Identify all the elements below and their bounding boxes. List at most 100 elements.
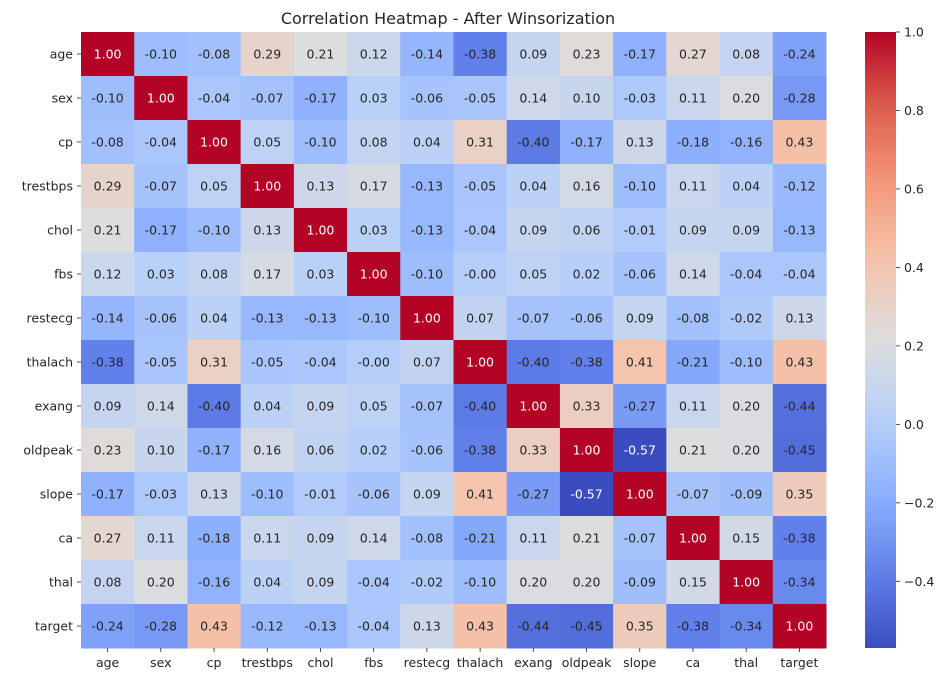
heatmap-cell-target-sex bbox=[134, 604, 188, 649]
y-tick-label: cp bbox=[58, 135, 73, 150]
heatmap-cell-target-oldpeak bbox=[559, 604, 614, 649]
y-tick-label: slope bbox=[40, 487, 74, 502]
cell-value-label: -0.13 bbox=[411, 223, 443, 238]
cell-value-label: -0.27 bbox=[517, 487, 549, 502]
heatmap-cell-trestbps-exang bbox=[506, 164, 561, 209]
heatmap-cell-thalach-slope bbox=[613, 340, 667, 385]
heatmap-cell-chol-slope bbox=[613, 208, 667, 253]
heatmap-cell-sex-target bbox=[772, 76, 827, 121]
cell-value-label: -0.10 bbox=[624, 179, 656, 194]
cell-value-label: 0.20 bbox=[573, 575, 601, 590]
heatmap-cell-exang-restecg bbox=[400, 384, 454, 429]
x-tick-label: chol bbox=[308, 655, 334, 670]
colorbar-tick-label: 0.8 bbox=[904, 103, 924, 118]
heatmap-cell-restecg-fbs bbox=[347, 296, 401, 341]
cell-value-label: -0.45 bbox=[783, 443, 815, 458]
heatmap-cell-slope-thal bbox=[719, 472, 774, 517]
heatmap-cell-chol-exang bbox=[506, 208, 561, 253]
cell-value-label: -0.17 bbox=[304, 91, 336, 106]
cell-value-label: -0.13 bbox=[411, 179, 443, 194]
cell-value-label: -0.17 bbox=[624, 47, 656, 62]
cell-value-label: -0.17 bbox=[91, 487, 123, 502]
cell-value-label: -0.09 bbox=[624, 575, 656, 590]
heatmap-cell-chol-fbs bbox=[347, 208, 401, 253]
cell-value-label: -0.04 bbox=[198, 91, 230, 106]
cell-value-label: 0.10 bbox=[147, 443, 175, 458]
cell-value-label: 0.06 bbox=[573, 223, 601, 238]
cell-value-label: 0.11 bbox=[679, 399, 707, 414]
heatmap-cell-thal-chol bbox=[293, 560, 348, 605]
cell-value-label: 0.43 bbox=[466, 619, 494, 634]
cell-value-label: 0.17 bbox=[360, 179, 388, 194]
colorbar-tick-label: 0.4 bbox=[904, 260, 924, 275]
heatmap-cell-trestbps-trestbps bbox=[240, 164, 295, 209]
heatmap-cell-trestbps-thalach bbox=[453, 164, 508, 209]
cell-value-label: 0.05 bbox=[200, 179, 228, 194]
heatmap-cell-sex-age bbox=[81, 76, 135, 121]
heatmap-cell-restecg-cp bbox=[187, 296, 242, 341]
colorbar-gradient bbox=[865, 32, 896, 648]
cell-value-label: -0.10 bbox=[358, 311, 390, 326]
cell-value-label: 0.14 bbox=[360, 531, 388, 546]
cell-value-label: -0.07 bbox=[677, 487, 709, 502]
heatmap-cell-restecg-age bbox=[81, 296, 135, 341]
heatmap-cell-cp-fbs bbox=[347, 120, 401, 165]
cell-value-label: 0.09 bbox=[413, 487, 441, 502]
cell-value-label: 0.16 bbox=[253, 443, 281, 458]
heatmap-cell-oldpeak-chol bbox=[293, 428, 348, 473]
heatmap-cell-trestbps-cp bbox=[187, 164, 242, 209]
cell-value-label: 0.11 bbox=[147, 531, 175, 546]
cell-value-label: 0.13 bbox=[200, 487, 228, 502]
heatmap-cell-target-ca bbox=[666, 604, 721, 649]
heatmap-cell-thalach-thal bbox=[719, 340, 774, 385]
heatmap-cell-oldpeak-ca bbox=[666, 428, 721, 473]
heatmap-cell-chol-chol bbox=[293, 208, 348, 253]
heatmap-cell-fbs-ca bbox=[666, 252, 721, 297]
heatmap-cell-fbs-exang bbox=[506, 252, 561, 297]
heatmap-cell-age-slope bbox=[613, 32, 667, 77]
heatmap-cell-exang-ca bbox=[666, 384, 721, 429]
cell-value-label: -0.45 bbox=[570, 619, 602, 634]
cell-value-label: 0.09 bbox=[307, 531, 335, 546]
cell-value-label: -0.10 bbox=[730, 355, 762, 370]
cell-value-label: 0.16 bbox=[573, 179, 601, 194]
heatmap-cell-target-fbs bbox=[347, 604, 401, 649]
heatmap-cell-ca-age bbox=[81, 516, 135, 561]
heatmap-cell-sex-trestbps bbox=[240, 76, 295, 121]
heatmap-cell-trestbps-restecg bbox=[400, 164, 454, 209]
heatmap-cell-exang-slope bbox=[613, 384, 667, 429]
heatmap-cell-restecg-chol bbox=[293, 296, 348, 341]
heatmap-cell-exang-thalach bbox=[453, 384, 508, 429]
heatmap-cell-thalach-cp bbox=[187, 340, 242, 385]
heatmap-cell-oldpeak-slope bbox=[613, 428, 667, 473]
cell-value-label: 0.14 bbox=[147, 399, 175, 414]
cell-value-label: 0.27 bbox=[679, 47, 707, 62]
heatmap-cell-cp-sex bbox=[134, 120, 188, 165]
cell-value-label: 0.04 bbox=[519, 179, 547, 194]
cell-value-label: -0.00 bbox=[358, 355, 390, 370]
heatmap-cell-thal-slope bbox=[613, 560, 667, 605]
cell-value-label: -0.01 bbox=[624, 223, 656, 238]
heatmap-cell-chol-oldpeak bbox=[559, 208, 614, 253]
cell-value-label: -0.57 bbox=[624, 443, 656, 458]
heatmap-cell-target-trestbps bbox=[240, 604, 295, 649]
heatmap-cell-slope-ca bbox=[666, 472, 721, 517]
heatmap-cell-oldpeak-age bbox=[81, 428, 135, 473]
heatmap-cell-chol-target bbox=[772, 208, 827, 253]
x-tick-label: age bbox=[96, 655, 120, 670]
cell-value-label: 1.00 bbox=[253, 179, 281, 194]
cell-value-label: -0.44 bbox=[517, 619, 549, 634]
cell-value-label: -0.06 bbox=[411, 91, 443, 106]
heatmap-cell-target-cp bbox=[187, 604, 242, 649]
cell-value-label: -0.17 bbox=[570, 135, 602, 150]
heatmap-cell-slope-trestbps bbox=[240, 472, 295, 517]
colorbar-tick-label: −0.2 bbox=[904, 495, 934, 510]
cell-value-label: -0.13 bbox=[304, 311, 336, 326]
cell-value-label: 1.00 bbox=[200, 135, 228, 150]
heatmap-cell-sex-ca bbox=[666, 76, 721, 121]
x-tick-label: trestbps bbox=[242, 655, 293, 670]
heatmap-cell-slope-target bbox=[772, 472, 827, 517]
heatmap-cell-target-thalach bbox=[453, 604, 508, 649]
cell-value-label: -0.06 bbox=[570, 311, 602, 326]
cell-value-label: -0.16 bbox=[198, 575, 230, 590]
